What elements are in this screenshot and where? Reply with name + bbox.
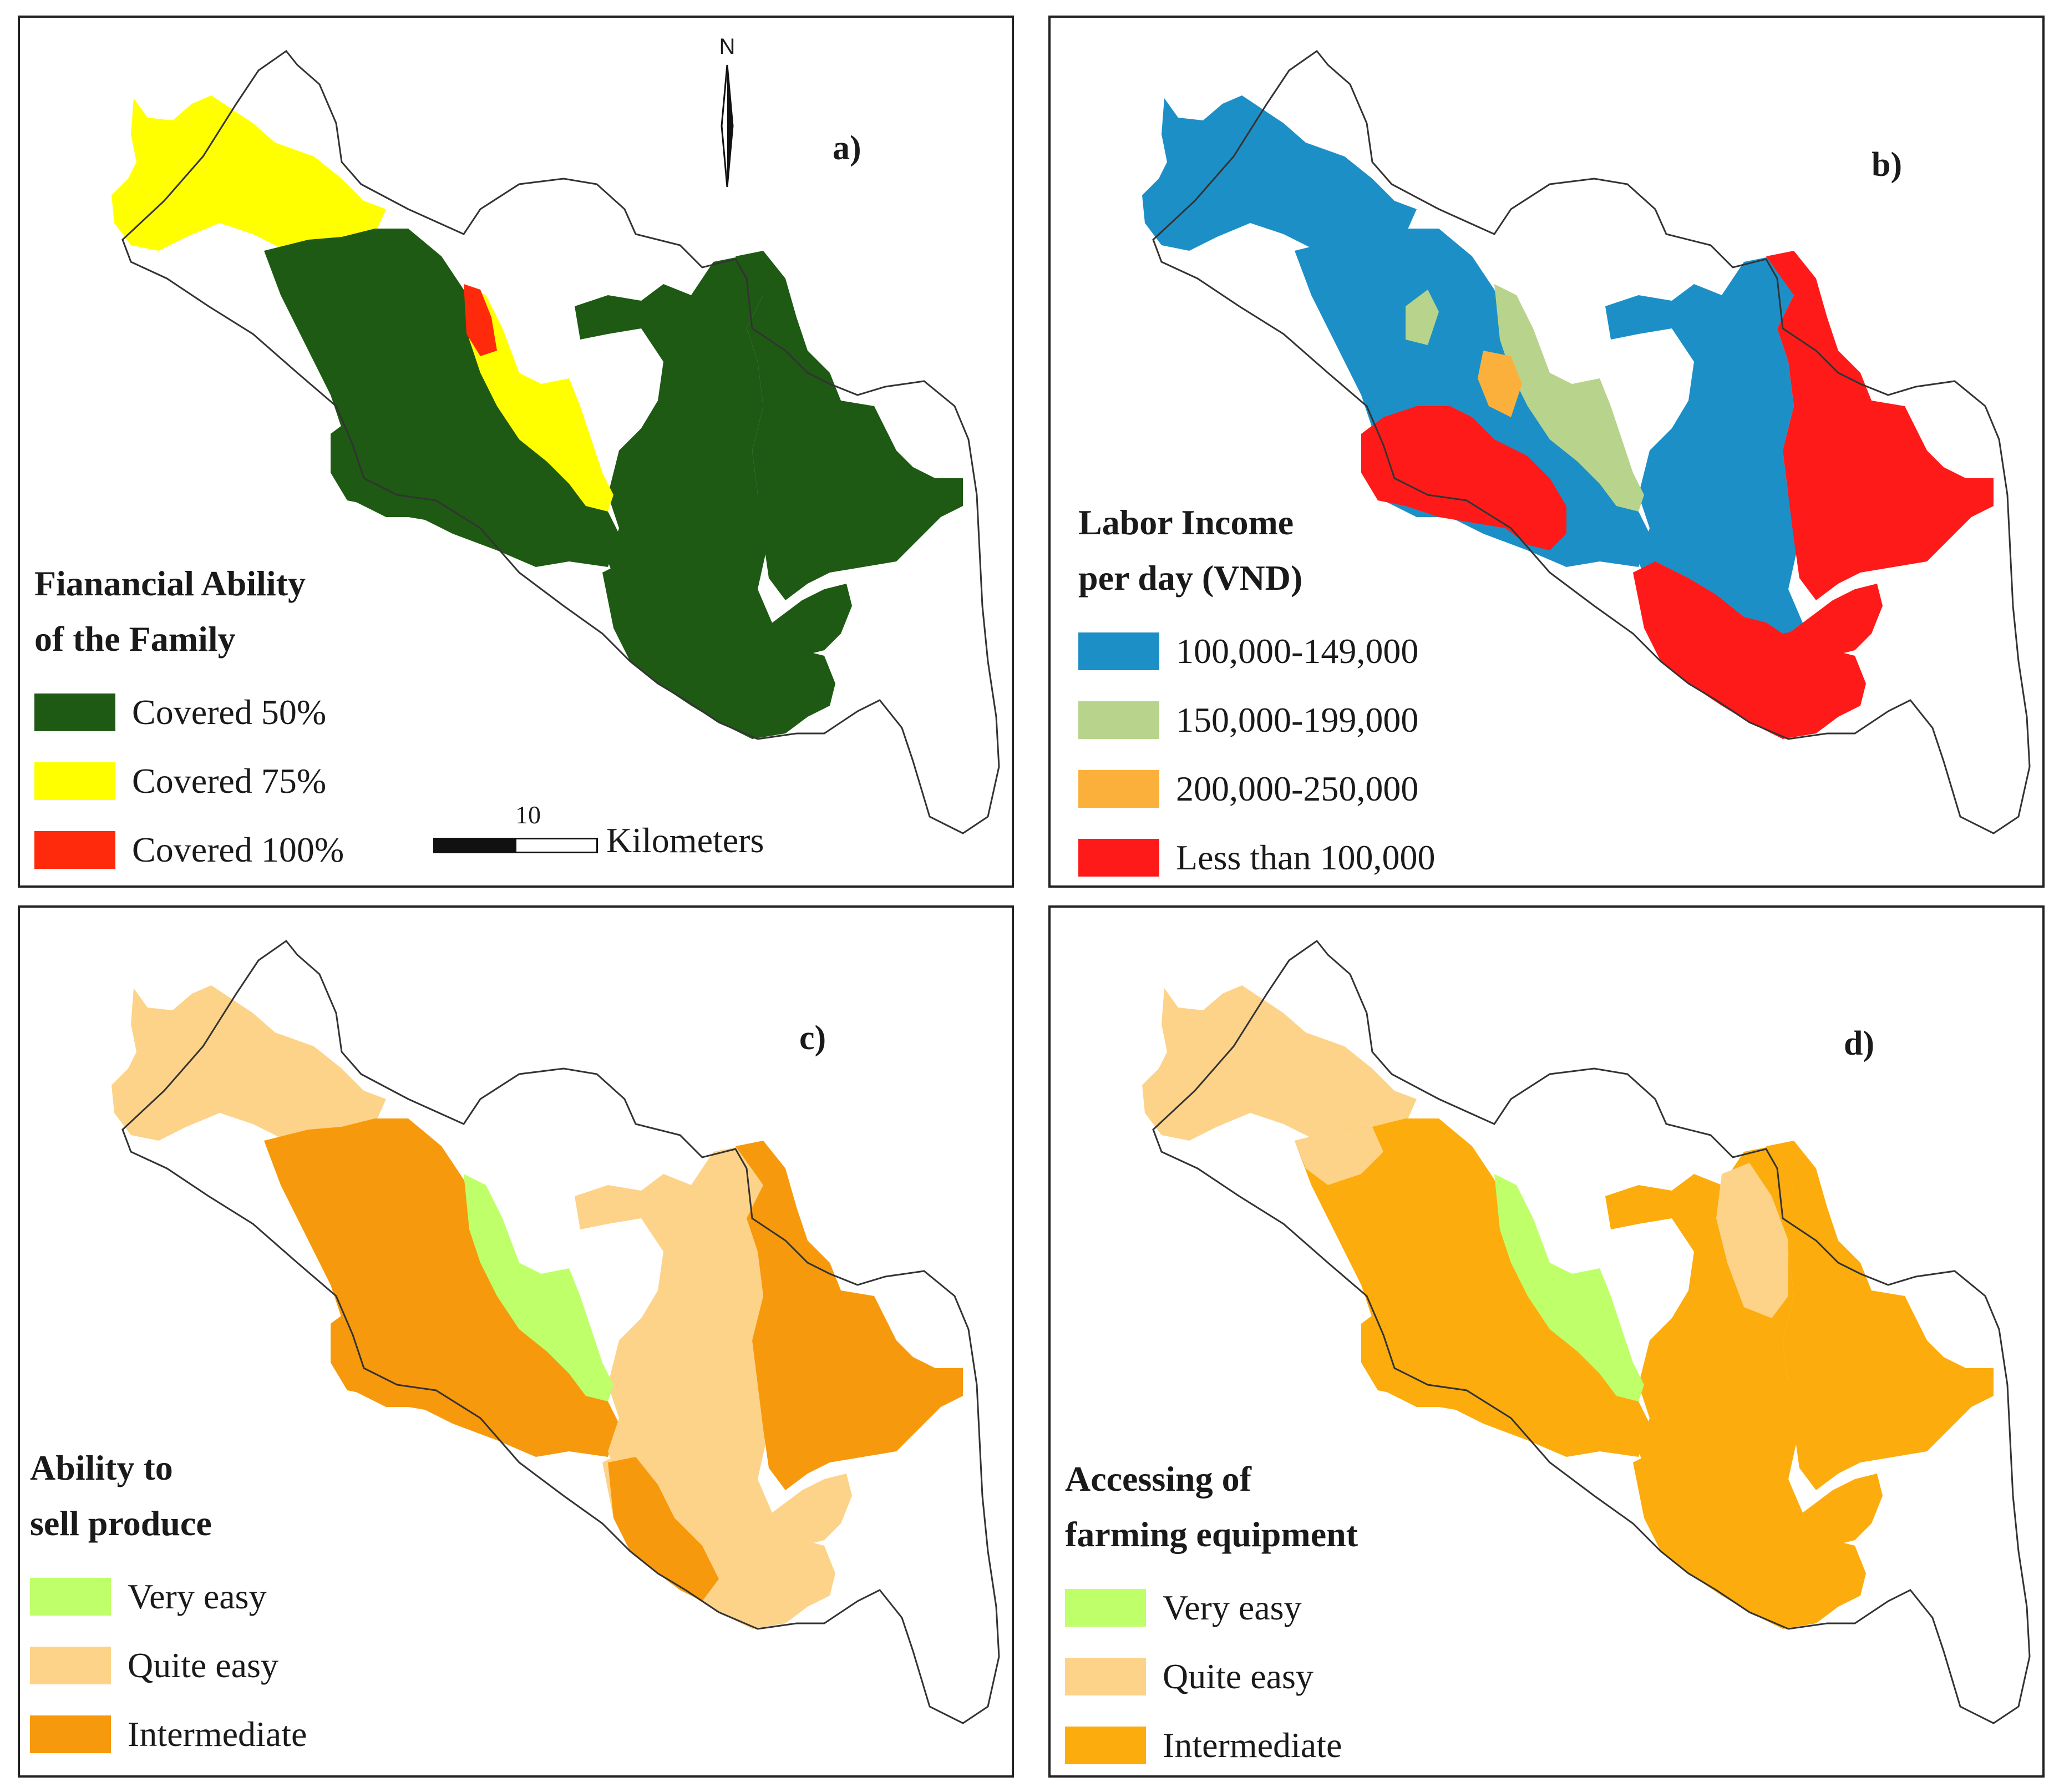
legend-title-line1: Ability to bbox=[30, 1448, 173, 1487]
legend-label: Very easy bbox=[1163, 1588, 1302, 1627]
legend-label: Covered 50% bbox=[132, 692, 327, 732]
legend-swatch bbox=[30, 1647, 111, 1684]
legend-title-line2: per day (VND) bbox=[1078, 558, 1303, 598]
panel-label-a: a) bbox=[833, 129, 861, 167]
legend-swatch bbox=[30, 1715, 111, 1753]
legend-item: Very easy bbox=[1065, 1573, 1358, 1642]
region-red-patch bbox=[464, 284, 497, 356]
region-south-west-lobe bbox=[608, 1457, 719, 1601]
legend-swatch bbox=[1065, 1727, 1146, 1764]
scale-bar-white bbox=[515, 838, 598, 853]
legend-item: Very easy bbox=[30, 1562, 307, 1631]
legend-label: 200,000-250,000 bbox=[1176, 769, 1419, 808]
panel-label-c: c) bbox=[799, 1019, 826, 1057]
legend-title-line1: Fianancial Ability bbox=[34, 564, 306, 603]
legend-swatch bbox=[1065, 1589, 1146, 1627]
map-panel-b: b) Labor Income per day (VND) 100,000-14… bbox=[1048, 16, 2045, 888]
legend-item: Quite easy bbox=[1065, 1642, 1358, 1711]
legend-b: Labor Income per day (VND) 100,000-149,0… bbox=[1078, 495, 1436, 885]
legend-label: Less than 100,000 bbox=[1176, 838, 1436, 877]
legend-swatch bbox=[1078, 770, 1159, 808]
legend-swatch bbox=[1078, 632, 1159, 670]
map-c bbox=[111, 940, 1000, 1724]
legend-swatch bbox=[34, 831, 115, 869]
legend-label: Covered 75% bbox=[132, 761, 327, 801]
legend-swatch bbox=[34, 762, 115, 800]
legend-c: Ability to sell produce Very easy Quite … bbox=[30, 1440, 307, 1769]
region-nw bbox=[111, 985, 386, 1141]
legend-title-line2: sell produce bbox=[30, 1504, 212, 1543]
legend-swatch bbox=[34, 693, 115, 731]
legend-label: Very easy bbox=[128, 1577, 267, 1616]
legend-title-line1: Labor Income bbox=[1078, 503, 1294, 542]
scale-unit: Kilometers bbox=[606, 821, 764, 860]
legend-item: Quite easy bbox=[30, 1631, 307, 1700]
legend-item: 200,000-250,000 bbox=[1078, 755, 1436, 823]
legend-item: Intermediate bbox=[30, 1700, 307, 1769]
panel-label-d: d) bbox=[1844, 1025, 1875, 1062]
legend-a: Fianancial Ability of the Family Covered… bbox=[34, 556, 344, 884]
legend-item: 100,000-149,000 bbox=[1078, 617, 1436, 686]
legend-item: 150,000-199,000 bbox=[1078, 686, 1436, 755]
region-quite-easy-north bbox=[1716, 1163, 1788, 1318]
legend-label: Quite easy bbox=[128, 1646, 278, 1685]
legend-item: Intermediate bbox=[1065, 1711, 1358, 1775]
map-panel-c: c) Ability to sell produce Very easy Qui… bbox=[18, 905, 1014, 1778]
panel-label-b: b) bbox=[1872, 146, 1903, 184]
region-orange-patch bbox=[1478, 351, 1522, 417]
region-east bbox=[736, 1141, 963, 1490]
legend-title-line2: of the Family bbox=[34, 619, 236, 659]
region-nw bbox=[1142, 985, 1417, 1141]
legend-label: Intermediate bbox=[1163, 1725, 1342, 1765]
region-nw bbox=[1142, 95, 1417, 251]
north-arrow: N bbox=[713, 34, 741, 195]
region-east bbox=[736, 251, 963, 600]
legend-swatch bbox=[1078, 701, 1159, 739]
legend-swatch bbox=[30, 1578, 111, 1616]
north-arrow-icon bbox=[721, 64, 734, 188]
map-panel-a: a) N Fianancial Ability of the Family Co… bbox=[18, 16, 1014, 888]
legend-label: 150,000-199,000 bbox=[1176, 700, 1419, 740]
map-d bbox=[1142, 940, 2031, 1724]
legend-item: Covered 100% bbox=[34, 816, 344, 884]
map-b bbox=[1142, 50, 2031, 834]
legend-d: Accessing of farming equipment Very easy… bbox=[1065, 1451, 1358, 1775]
scale-bar-black bbox=[433, 838, 516, 853]
legend-label: Covered 100% bbox=[132, 830, 344, 869]
legend-item: Less than 100,000 bbox=[1078, 823, 1436, 885]
legend-swatch bbox=[1078, 839, 1159, 877]
region-nw bbox=[111, 95, 386, 251]
region-quite-easy-west bbox=[1295, 1127, 1383, 1185]
legend-item: Covered 75% bbox=[34, 747, 344, 816]
map-a bbox=[111, 50, 1000, 834]
region-east bbox=[1766, 1141, 1994, 1490]
north-label: N bbox=[719, 34, 736, 59]
legend-label: 100,000-149,000 bbox=[1176, 631, 1419, 671]
map-panel-d: d) Accessing of farming equipment Very e… bbox=[1048, 905, 2045, 1778]
legend-label: Quite easy bbox=[1163, 1657, 1313, 1696]
scale-number: 10 bbox=[515, 801, 541, 829]
legend-title-line2: farming equipment bbox=[1065, 1515, 1358, 1554]
region-east bbox=[1766, 251, 1994, 600]
legend-swatch bbox=[1065, 1658, 1146, 1695]
region-green-patch-north bbox=[1406, 290, 1439, 345]
legend-item: Covered 50% bbox=[34, 678, 344, 747]
legend-title-line1: Accessing of bbox=[1065, 1459, 1251, 1499]
legend-label: Intermediate bbox=[128, 1714, 307, 1754]
